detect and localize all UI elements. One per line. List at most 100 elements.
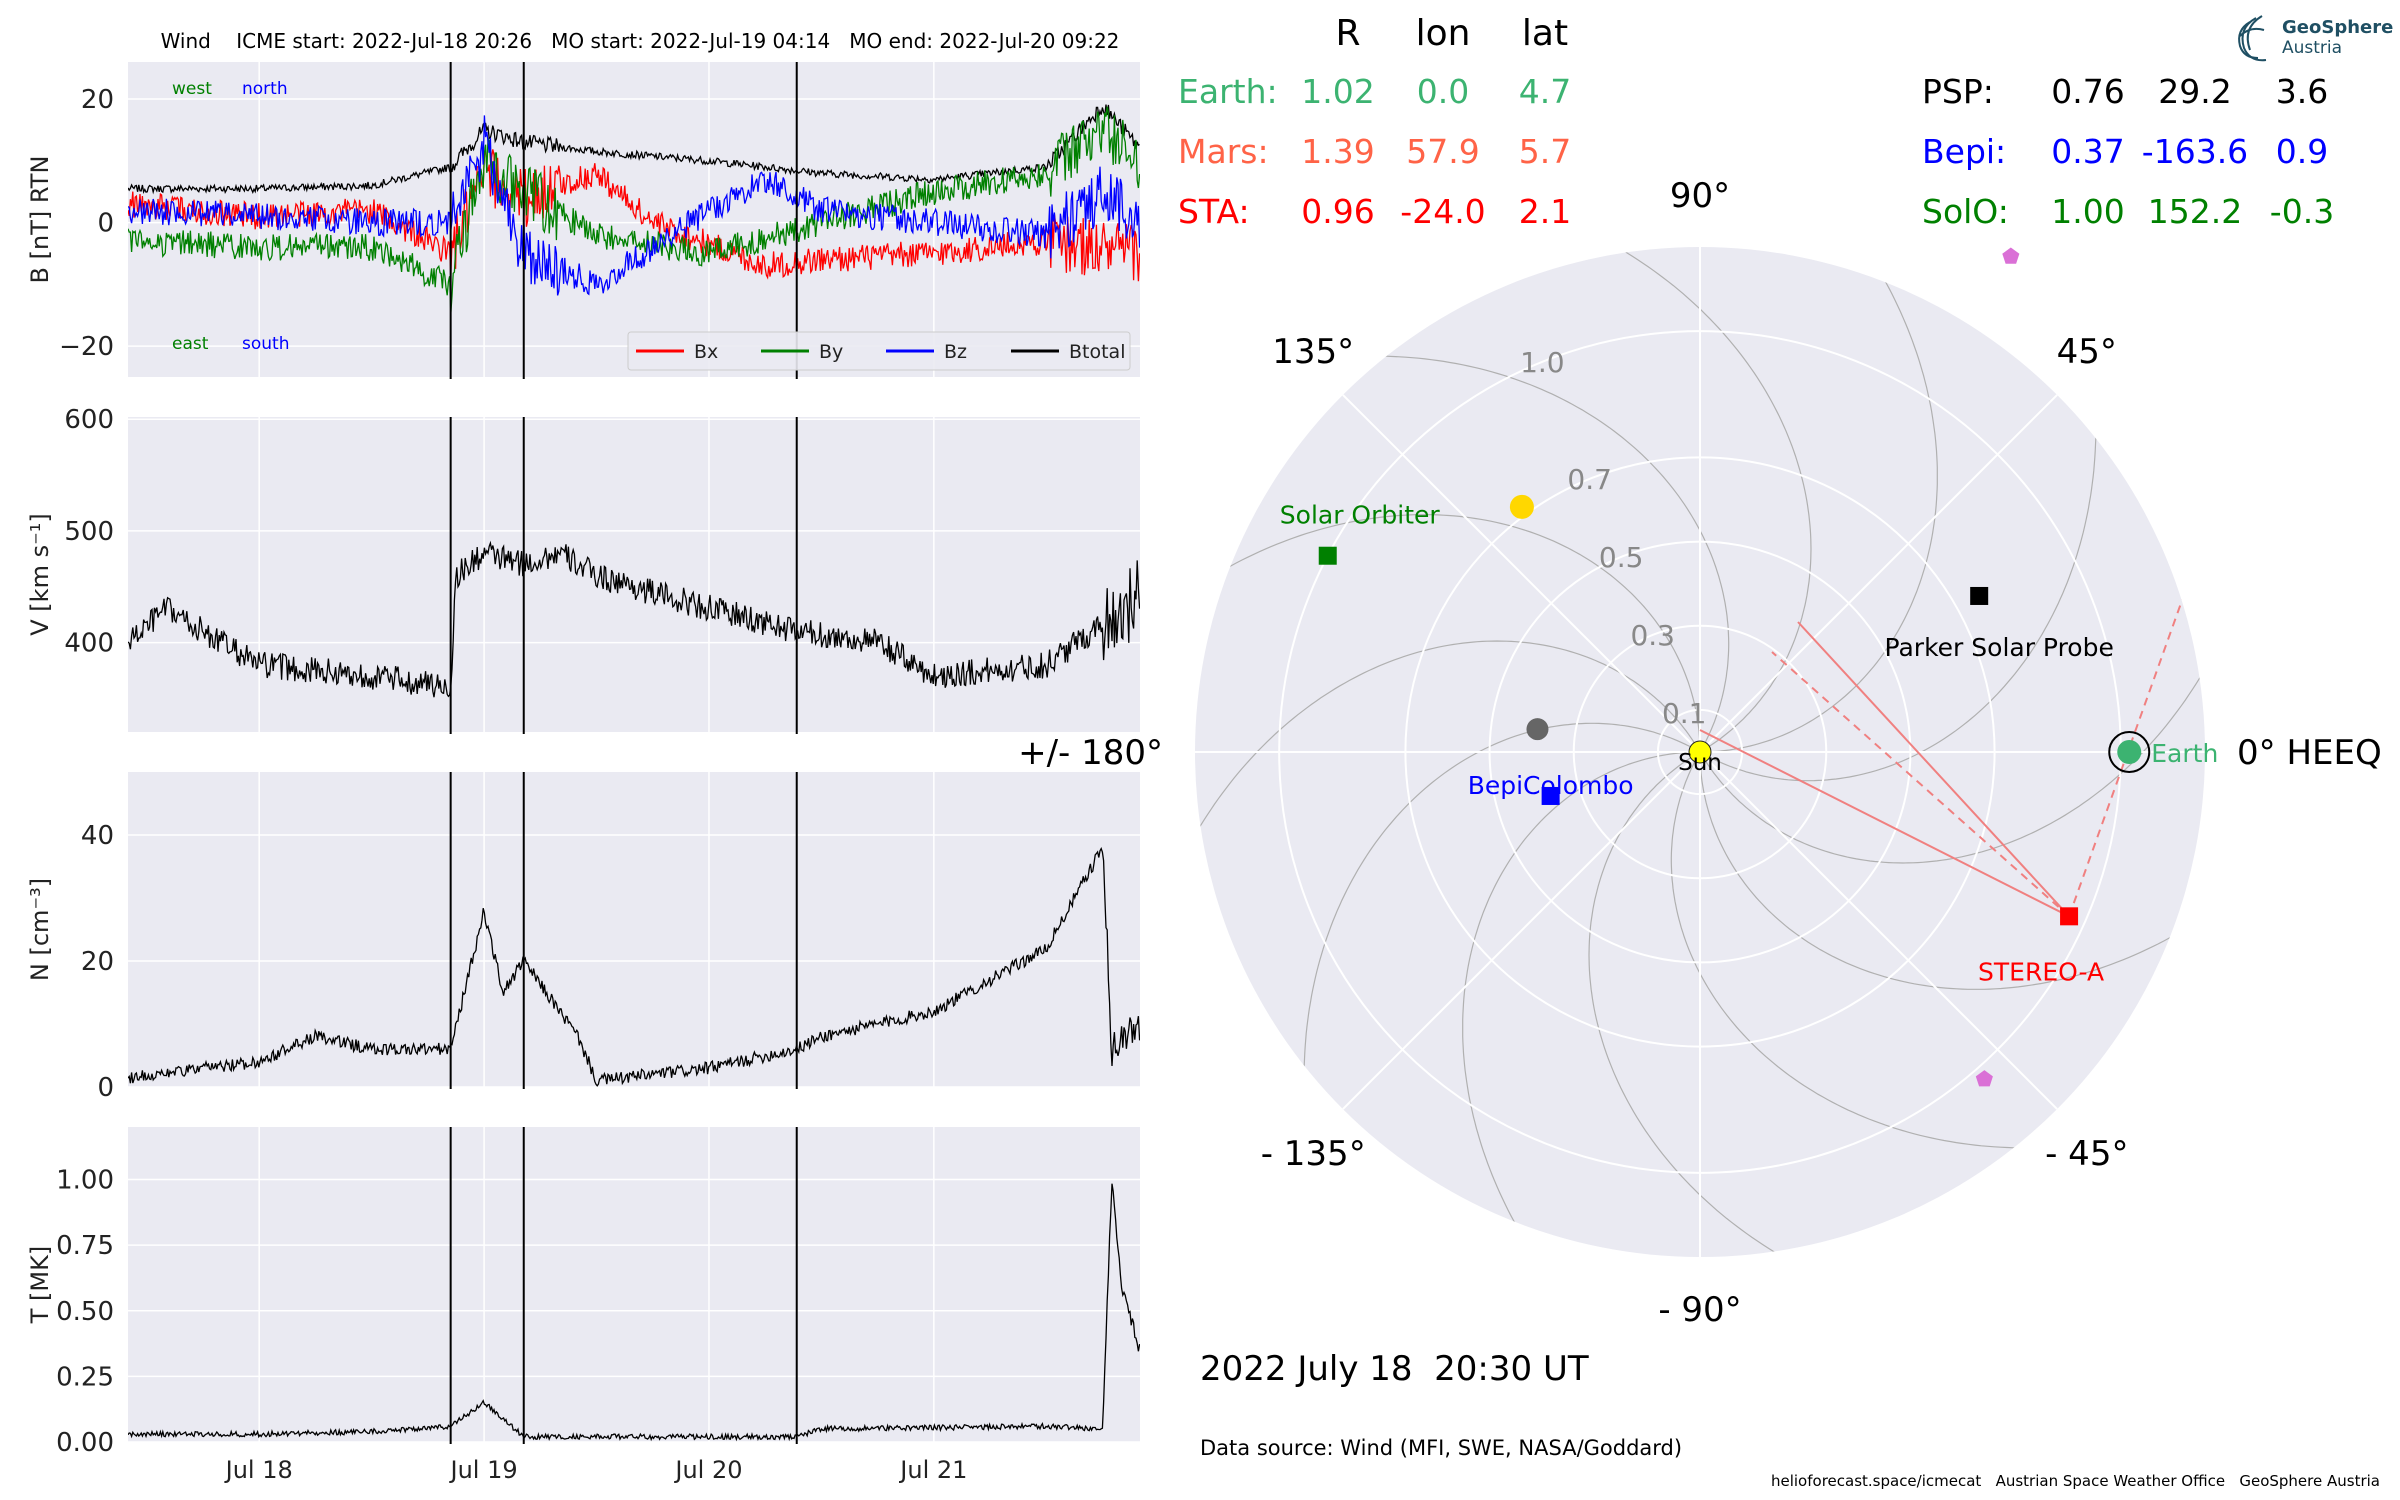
legend: Bx By Bz Btotal bbox=[627, 331, 1131, 371]
angular-grid-line bbox=[1699, 394, 2058, 753]
panel-N-background bbox=[128, 772, 1140, 1087]
y-tick-label: 0 bbox=[97, 1073, 114, 1103]
data-group bbox=[128, 1183, 1140, 1442]
header-lon: lon bbox=[1416, 13, 1471, 54]
parker-spiral-line bbox=[1707, 378, 2097, 782]
row-R: 1.00 bbox=[2051, 192, 2124, 231]
positions-table: R lon lat Earth: 1.02 0.0 4.7 Mars: 1.39 57.9 5… bbox=[1178, 13, 2334, 231]
row-lon: 57.9 bbox=[1406, 132, 1479, 171]
y-tick-label: 20 bbox=[81, 947, 114, 977]
logo-line2: Austria bbox=[2282, 38, 2342, 58]
y-tick-label: 40 bbox=[81, 821, 114, 851]
row-name: Earth: bbox=[1178, 72, 1278, 111]
stereo-a-fov-line bbox=[1771, 651, 2070, 918]
polar-inner: 0.1 0.3 0.5 0.7 1.0 bbox=[1195, 247, 2205, 1257]
legend-label-Bz: Bz bbox=[944, 341, 967, 363]
panel-B: 20 0 −20 B [nT] RTN west north east south Bx By Bz… bbox=[26, 62, 1140, 379]
panel-N: 40 20 0 N [cm⁻³] bbox=[26, 772, 1140, 1103]
header-R: R bbox=[1335, 13, 1360, 54]
y-axis-label: B [nT] RTN bbox=[26, 156, 54, 284]
legend-box bbox=[627, 331, 1131, 371]
annotation-west: west bbox=[172, 79, 212, 99]
series-line-Bx bbox=[128, 149, 1140, 282]
timestamp: 2022 July 18 20:30 UT bbox=[1200, 1349, 1589, 1389]
series-line-T bbox=[128, 1183, 1140, 1442]
series-line-N bbox=[128, 846, 1140, 1087]
radial-tick-label: 0.5 bbox=[1599, 541, 1644, 574]
body-marker bbox=[2002, 247, 2020, 264]
series-line-Btotal bbox=[128, 104, 1140, 195]
row-lat: 0.9 bbox=[2276, 132, 2328, 171]
y-tick-label: 400 bbox=[64, 629, 114, 659]
row-lat: 4.7 bbox=[1519, 72, 1571, 111]
legend-label-Btotal: Btotal bbox=[1069, 341, 1125, 363]
geosphere-logo: GeoSphere Austria bbox=[2238, 15, 2393, 62]
row-lon: 29.2 bbox=[2158, 72, 2231, 111]
body-label: STEREO-A bbox=[1978, 957, 2104, 986]
row-lon: 0.0 bbox=[1417, 72, 1469, 111]
earth-ring bbox=[2108, 731, 2151, 773]
data-group bbox=[128, 540, 1140, 698]
panel-V-background bbox=[128, 417, 1140, 732]
timeseries-title: Wind ICME start: 2022-Jul-18 20:26 MO st… bbox=[161, 29, 1120, 53]
row-name: PSP: bbox=[1922, 72, 1994, 111]
series-line-By bbox=[128, 106, 1140, 314]
theta-label: 0° HEEQ bbox=[2237, 733, 2382, 773]
body-marker bbox=[1318, 546, 1337, 565]
angular-grid-line bbox=[1342, 394, 1701, 753]
annotation-east: east bbox=[172, 334, 209, 354]
parker-spiral-line bbox=[1326, 355, 1730, 745]
y-tick-label: 20 bbox=[81, 85, 114, 115]
polar-plot: 0.1 0.3 0.5 0.7 1.0 90° 45° 0° HEEQ - 45° - 90° - … bbox=[1018, 176, 2382, 1330]
parker-spiral-line bbox=[1670, 759, 2074, 1149]
body-label: Earth bbox=[2151, 739, 2218, 768]
panel-V: 600 500 400 V [km s⁻¹] bbox=[26, 405, 1140, 734]
panel-T: 1.00 0.75 0.50 0.25 0.00 T [MK] bbox=[26, 1127, 1140, 1458]
y-tick-label: 0.25 bbox=[56, 1362, 114, 1392]
y-tick-label: 0.75 bbox=[56, 1231, 114, 1261]
footer-credits: helioforecast.space/icmecat Austrian Spa… bbox=[1771, 1472, 2380, 1490]
row-R: 1.39 bbox=[1301, 132, 1374, 171]
row-R: 0.37 bbox=[2051, 132, 2124, 171]
positions-right: PSP: 0.76 29.2 3.6 Bepi: 0.37 -163.6 0.9 SolO: 1.… bbox=[1922, 72, 2334, 231]
radial-tick-label: 0.7 bbox=[1567, 463, 1612, 496]
row-lon: -24.0 bbox=[1400, 192, 1485, 231]
row-lat: 5.7 bbox=[1519, 132, 1571, 171]
y-tick-label: 500 bbox=[64, 517, 114, 547]
stereo-a-fov-line bbox=[1699, 729, 2070, 918]
y-tick-label: 0.00 bbox=[56, 1428, 114, 1458]
angular-grid-line bbox=[1699, 751, 2058, 1110]
series-line-Bz bbox=[128, 115, 1140, 296]
body-marker bbox=[2060, 907, 2079, 926]
positions-left: Earth: 1.02 0.0 4.7 Mars: 1.39 57.9 5.7 STA: 0.96… bbox=[1178, 72, 1571, 231]
row-lon: 152.2 bbox=[2148, 192, 2242, 231]
data-group bbox=[128, 846, 1140, 1087]
logo-line1: GeoSphere bbox=[2282, 17, 2393, 38]
row-name: STA: bbox=[1178, 192, 1250, 231]
body-label: Parker Solar Probe bbox=[1885, 633, 2114, 662]
theta-label: - 45° bbox=[2045, 1134, 2128, 1174]
y-tick-label: 600 bbox=[64, 405, 114, 435]
angular-grid-line bbox=[1342, 751, 1701, 1110]
y-tick-label: 0.50 bbox=[56, 1297, 114, 1327]
body-mars bbox=[2002, 247, 2020, 264]
row-name: SolO: bbox=[1922, 192, 2009, 231]
data-group bbox=[128, 104, 1140, 314]
pentagon-marker bbox=[1975, 1070, 1993, 1087]
y-axis-label: N [cm⁻³] bbox=[26, 878, 54, 981]
theta-label: - 90° bbox=[1658, 1290, 1741, 1330]
theta-label: 90° bbox=[1670, 176, 1730, 216]
x-tick-label: Jul 19 bbox=[449, 1456, 518, 1484]
series-line-V bbox=[128, 540, 1140, 698]
body-bepicolombo: BepiColombo bbox=[1468, 771, 1634, 805]
timeseries-panels: 20 0 −20 B [nT] RTN west north east south Bx By Bz… bbox=[26, 62, 1140, 1484]
row-lon: -163.6 bbox=[2142, 132, 2248, 171]
row-lat: 3.6 bbox=[2276, 72, 2328, 111]
x-tick-label: Jul 21 bbox=[898, 1456, 967, 1484]
body-parker-solar-probe: Parker Solar Probe bbox=[1885, 586, 2114, 662]
x-tick-label: Jul 18 bbox=[224, 1456, 293, 1484]
parker-spiral-line bbox=[1303, 722, 1693, 1126]
annotation-south: south bbox=[242, 334, 289, 354]
geosphere-swirl-icon bbox=[2238, 15, 2267, 62]
